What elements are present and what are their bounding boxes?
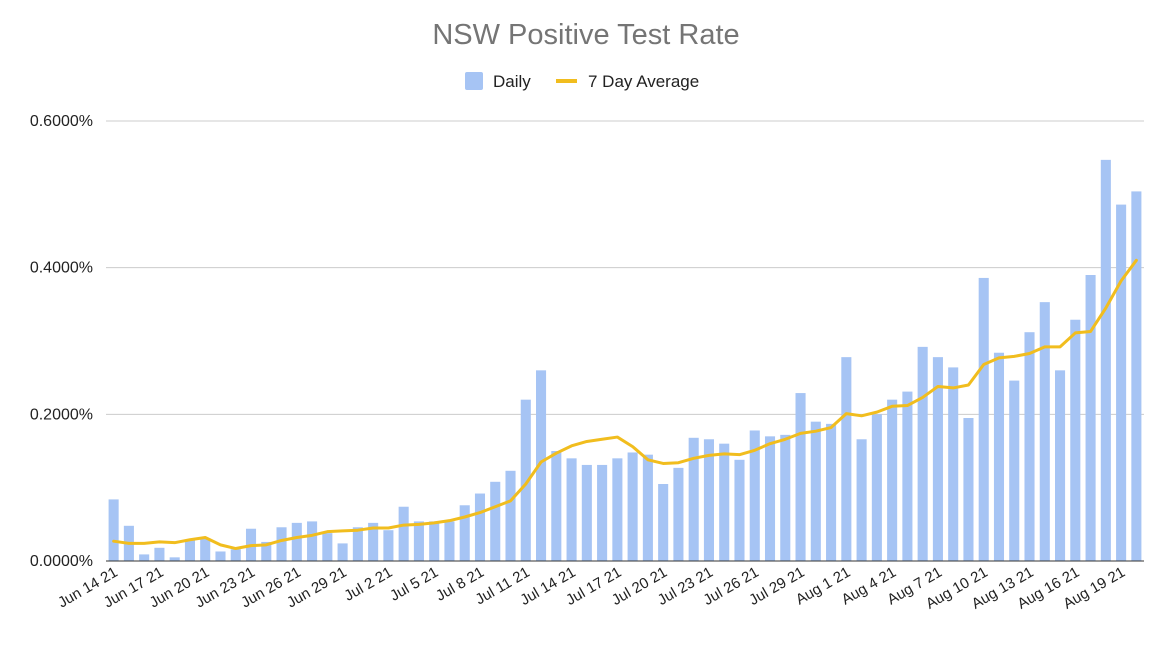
legend-daily-swatch	[465, 72, 483, 90]
daily-bar	[169, 557, 180, 561]
daily-bar	[719, 443, 730, 561]
daily-bar	[963, 418, 974, 561]
daily-bar	[841, 357, 852, 561]
daily-bar	[368, 522, 379, 561]
daily-bar	[764, 436, 776, 561]
daily-bar	[749, 430, 760, 561]
gridlines	[106, 120, 1144, 415]
x-tick-label: Jul 5 21	[387, 564, 441, 605]
daily-bar	[627, 452, 638, 561]
chart-title: NSW Positive Test Rate	[432, 19, 739, 51]
daily-bar	[1055, 370, 1066, 561]
daily-bar	[978, 277, 989, 561]
daily-bar	[856, 439, 867, 561]
legend-daily-label: Daily	[493, 72, 531, 91]
daily-bar	[703, 439, 714, 561]
daily-bar	[200, 538, 211, 561]
daily-bar	[1009, 380, 1020, 561]
daily-bars	[108, 159, 1142, 561]
legend-average-label: 7 Day Average	[588, 72, 699, 91]
daily-bar	[612, 458, 623, 561]
daily-bar	[474, 493, 486, 561]
daily-bar	[398, 506, 409, 561]
daily-bar	[536, 370, 547, 561]
daily-bar	[429, 521, 440, 561]
daily-bar	[108, 499, 119, 561]
daily-bar	[597, 464, 608, 561]
daily-bar	[871, 414, 882, 561]
daily-bar	[322, 533, 333, 561]
daily-bar	[337, 543, 348, 561]
daily-bar	[1116, 204, 1127, 561]
daily-bar	[932, 357, 943, 561]
x-tick-label: Jul 2 21	[341, 564, 395, 605]
daily-bar	[688, 437, 699, 561]
daily-bar	[1024, 332, 1035, 561]
daily-bar	[993, 352, 1005, 561]
daily-bar	[139, 554, 150, 561]
daily-bar	[917, 346, 928, 561]
y-axis-tick-labels: 0.0000% 0.2000% 0.4000% 0.6000%	[30, 113, 93, 570]
y-tick-label: 0.6000%	[30, 113, 93, 130]
daily-bar	[673, 467, 684, 561]
daily-bar	[1070, 319, 1081, 561]
daily-bar	[444, 521, 455, 561]
average-series-line	[112, 258, 1138, 551]
daily-bar	[230, 549, 241, 561]
daily-bar	[215, 551, 226, 561]
daily-bar	[154, 547, 165, 561]
daily-bar	[826, 423, 837, 561]
daily-bar	[780, 434, 791, 561]
daily-bar	[887, 399, 898, 561]
daily-bar	[795, 393, 806, 561]
daily-bar	[1085, 275, 1096, 561]
daily-bar	[1131, 191, 1142, 561]
y-tick-label: 0.0000%	[30, 553, 93, 570]
daily-bar	[551, 451, 562, 561]
daily-bar	[948, 367, 959, 561]
daily-bar	[184, 540, 195, 561]
legend: Daily 7 Day Average	[465, 72, 699, 91]
daily-bar	[291, 522, 302, 561]
daily-bar	[490, 481, 501, 561]
daily-bar	[566, 458, 577, 561]
daily-bar	[261, 541, 272, 561]
daily-bar	[1100, 159, 1111, 561]
daily-bar	[1039, 302, 1050, 561]
daily-bar	[505, 470, 516, 561]
daily-bar	[902, 391, 913, 561]
daily-bar	[734, 459, 745, 561]
daily-bar	[642, 454, 653, 561]
daily-bar	[383, 530, 394, 561]
daily-bar	[352, 527, 363, 561]
daily-bar	[520, 399, 531, 561]
daily-bar	[658, 484, 669, 561]
average-line	[112, 258, 1138, 551]
daily-bar	[810, 421, 821, 561]
daily-bar	[413, 521, 424, 561]
daily-bar	[459, 505, 470, 561]
daily-bar	[276, 527, 287, 561]
y-tick-label: 0.2000%	[30, 406, 93, 423]
daily-bar	[307, 521, 318, 561]
daily-bar	[581, 464, 592, 561]
y-tick-label: 0.4000%	[30, 260, 93, 277]
